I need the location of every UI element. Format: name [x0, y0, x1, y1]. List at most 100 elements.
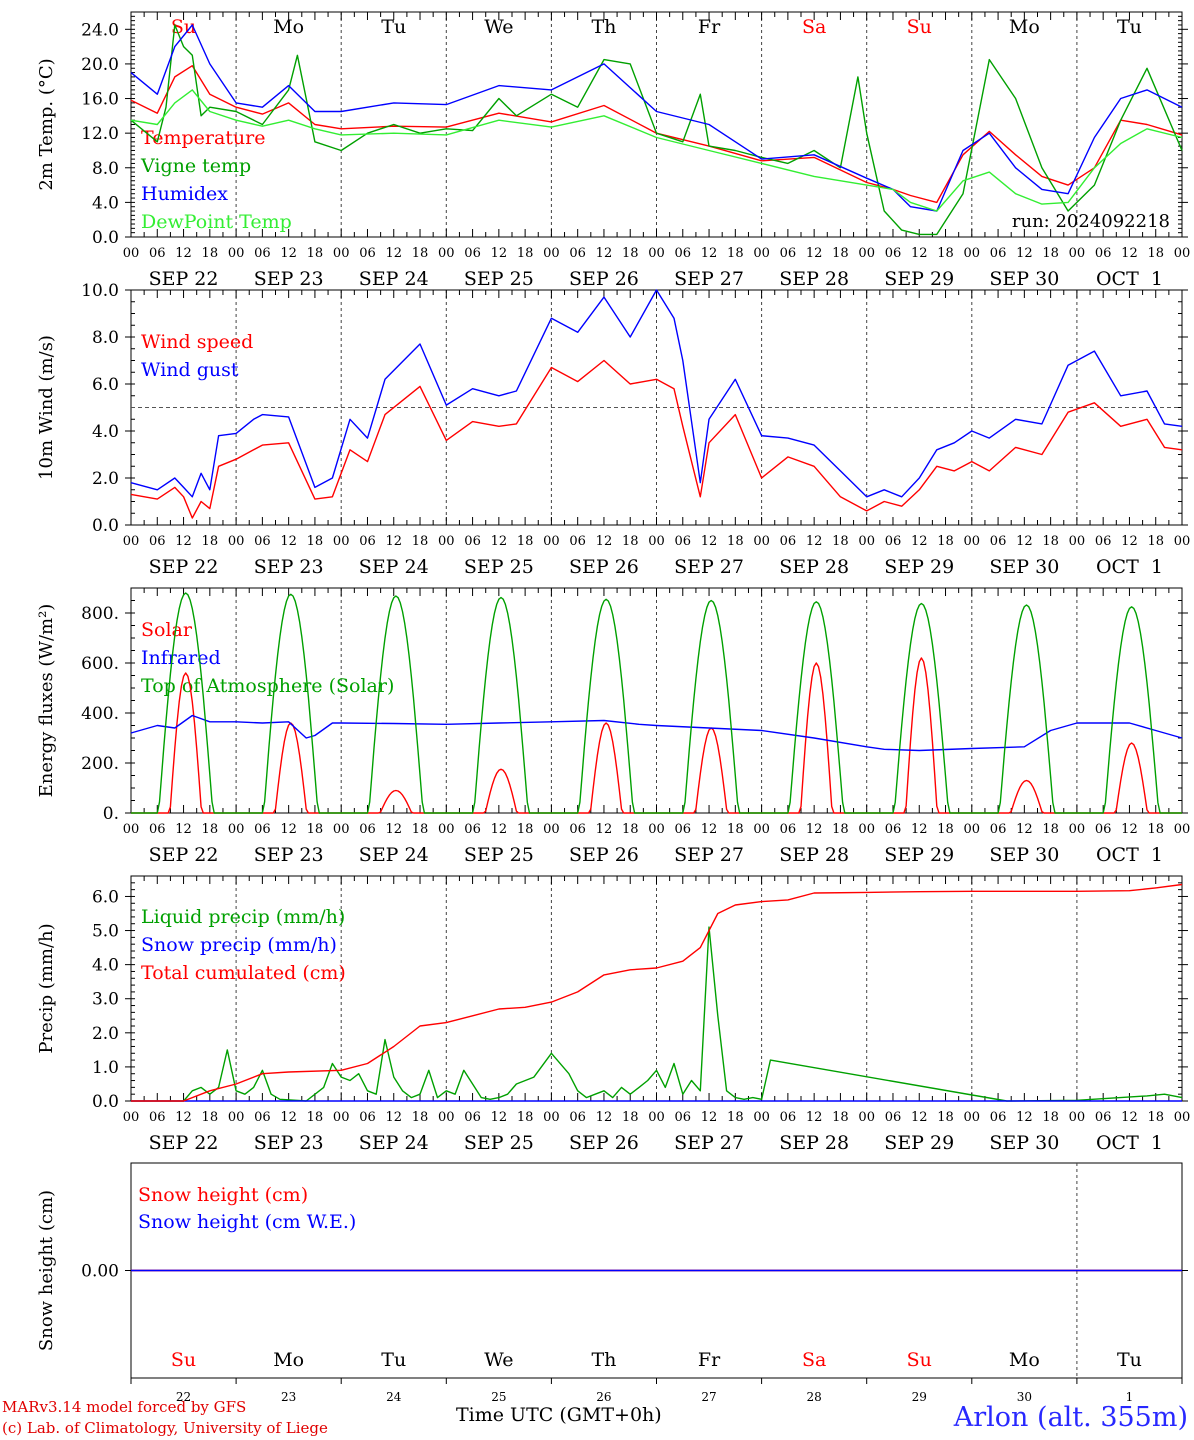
date-label: SEP 25: [464, 844, 534, 866]
day-name: Tu: [1117, 16, 1142, 38]
hour-tick-label: 06: [885, 534, 902, 549]
hour-tick-label: 18: [517, 534, 534, 549]
hour-tick-label: 00: [228, 822, 245, 837]
hour-tick-label: 12: [701, 1110, 718, 1125]
hour-tick-label: 00: [858, 246, 875, 261]
hour-tick-label: 12: [701, 822, 718, 837]
hour-tick-label: 12: [491, 822, 508, 837]
date-label: SEP 29: [884, 1132, 954, 1154]
day-number: 26: [596, 1390, 611, 1404]
y-tick-label: 600.: [81, 654, 119, 674]
hour-tick-label: 12: [806, 1110, 823, 1125]
hour-tick-label: 00: [123, 822, 140, 837]
hour-tick-label: 00: [438, 246, 455, 261]
hour-tick-label: 18: [727, 246, 744, 261]
y-tick-label: 8.0: [92, 159, 119, 179]
hour-tick-label: 12: [385, 822, 402, 837]
date-label: SEP 25: [464, 268, 534, 290]
date-label: SEP 25: [464, 1132, 534, 1154]
date-label: SEP 26: [569, 556, 639, 578]
hour-tick-label: 00: [543, 534, 560, 549]
hour-tick-label: 12: [911, 822, 928, 837]
hour-tick-label: 18: [937, 246, 954, 261]
y-tick-label: 0.0: [92, 228, 119, 248]
hour-tick-label: 06: [359, 1110, 376, 1125]
legend-entry: Snow precip (mm/h): [141, 934, 337, 956]
hour-tick-label: 18: [307, 246, 324, 261]
hour-tick-label: 18: [517, 1110, 534, 1125]
day-number: 1: [1126, 1390, 1134, 1404]
hour-tick-label: 18: [1147, 822, 1164, 837]
y-axis-label: Precip (mm/h): [36, 923, 57, 1053]
series-3: [130, 89, 1183, 212]
y-tick-label: 4.0: [92, 422, 119, 442]
y-tick-label: 8.0: [92, 328, 119, 348]
legend-entry: Snow height (cm): [138, 1184, 308, 1206]
hour-tick-label: 06: [569, 534, 586, 549]
hour-tick-label: 18: [307, 822, 324, 837]
hour-tick-label: 00: [858, 1110, 875, 1125]
hour-tick-label: 00: [333, 534, 350, 549]
hour-tick-label: 12: [1016, 534, 1033, 549]
hour-tick-label: 18: [517, 822, 534, 837]
day-number: 24: [386, 1390, 402, 1404]
hour-tick-label: 06: [149, 1110, 166, 1125]
day-name: Th: [591, 1349, 616, 1371]
day-name: Su: [907, 16, 932, 38]
hour-tick-label: 06: [780, 822, 797, 837]
hour-tick-label: 18: [832, 822, 849, 837]
hour-tick-label: 00: [648, 822, 665, 837]
series-0: [130, 64, 1183, 204]
y-tick-label: 1.0: [92, 1058, 119, 1078]
hour-tick-label: 12: [491, 534, 508, 549]
hour-tick-label: 00: [438, 1110, 455, 1125]
hour-tick-label: 12: [1121, 1110, 1138, 1125]
hour-tick-label: 18: [1147, 246, 1164, 261]
hour-tick-label: 12: [596, 1110, 613, 1125]
panel-4: 00 06 12 18 00 06 12 18 00 06 12 18 00 06 12 18 00 06 12 18…: [36, 875, 1190, 1154]
hour-tick-label: 12: [175, 1110, 192, 1125]
hour-tick-label: 00: [1069, 246, 1086, 261]
legend-entry: Temperature: [141, 127, 265, 149]
day-name: Su: [907, 1349, 932, 1371]
date-label: SEP 26: [569, 844, 639, 866]
hour-tick-label: 12: [1016, 1110, 1033, 1125]
hour-tick-label: 06: [1095, 246, 1112, 261]
panel-1: 00 06 12 18 00 06 12 18 00 06 12 18 00 06 12 18 00 06 12 18…: [36, 11, 1190, 290]
hour-tick-label: 06: [149, 246, 166, 261]
hour-tick-label: 00: [228, 534, 245, 549]
day-name: Tu: [381, 1349, 406, 1371]
hour-tick-label: 12: [596, 822, 613, 837]
hour-tick-label: 00: [753, 1110, 770, 1125]
y-tick-label: 6.0: [92, 375, 119, 395]
hour-tick-label: 06: [569, 246, 586, 261]
legend-entry: Vigne temp: [140, 155, 251, 177]
hour-tick-label: 06: [675, 1110, 692, 1125]
y-tick-label: 5.0: [92, 922, 119, 942]
panel-5: 0.00 Snow height (cm) Snow height (cm) Snow…: [36, 1162, 1188, 1404]
hour-tick-label: 06: [1095, 1110, 1112, 1125]
date-label: SEP 29: [884, 556, 954, 578]
hour-tick-label: 00: [123, 1110, 140, 1125]
hour-tick-label: 12: [491, 1110, 508, 1125]
y-tick-label: 20.0: [81, 55, 119, 75]
date-label: OCT 1: [1096, 268, 1163, 290]
hour-tick-label: 12: [1016, 246, 1033, 261]
hour-tick-label: 18: [307, 1110, 324, 1125]
day-name: Sa: [802, 1349, 826, 1371]
date-label: SEP 23: [254, 844, 324, 866]
hour-tick-label: 00: [123, 246, 140, 261]
hour-tick-label: 00: [753, 534, 770, 549]
run-annotation: run: 2024092218: [1012, 211, 1170, 232]
hour-tick-label: 00: [964, 1110, 981, 1125]
legend-entry: Infrared: [141, 647, 221, 669]
hour-tick-label: 06: [675, 246, 692, 261]
y-tick-label: 2.0: [92, 469, 119, 489]
hour-tick-label: 18: [1042, 1110, 1059, 1125]
y-tick-label: 200.: [81, 754, 119, 774]
day-name: We: [484, 1349, 513, 1371]
hour-tick-label: 18: [517, 246, 534, 261]
hour-tick-label: 12: [806, 822, 823, 837]
hour-tick-label: 06: [464, 534, 481, 549]
hour-tick-label: 12: [596, 534, 613, 549]
